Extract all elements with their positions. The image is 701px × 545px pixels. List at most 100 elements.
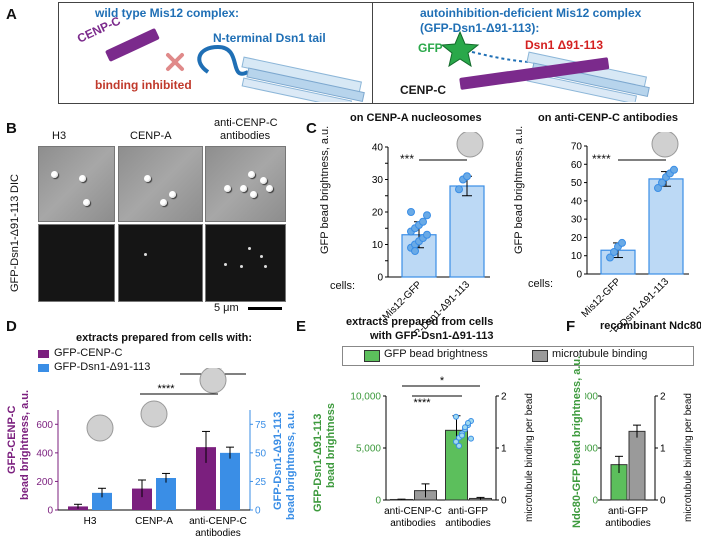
bar-cenpc	[196, 447, 216, 510]
panel-a-tail-label: N-terminal Dsn1 tail	[213, 31, 326, 45]
data-point	[658, 178, 666, 187]
data-point	[670, 165, 678, 174]
x-tick-label: anti-CENP-C	[189, 516, 247, 527]
panel-c-title-right: on anti-CENP-C antibodies	[538, 112, 678, 124]
binding-inhibited-x-icon	[166, 53, 184, 71]
panel-b-col-anticenpc-2: antibodies	[220, 130, 271, 142]
legend-swatch-dsn1	[38, 364, 49, 372]
panel-d-ylabel-left-1: GFP-CENP-C	[6, 405, 18, 474]
chart-e: 05,00010,000012anti-CENP-Cantibodiesanti…	[350, 375, 507, 529]
panel-c-sig-right: ****	[592, 152, 611, 166]
legend-label-mt: microtubule binding	[552, 348, 648, 360]
panel-label-a: A	[6, 6, 17, 23]
y-tick-label: 30	[571, 215, 583, 226]
y-tick-label-right: 1	[660, 444, 666, 455]
y-tick-label: 10	[571, 251, 583, 262]
bead-icon	[86, 414, 114, 442]
y-tick-label: 30	[372, 175, 384, 186]
bar-dsn1	[156, 478, 176, 510]
y-tick-label-right: 0	[660, 496, 666, 507]
legend-label-cenpc: GFP-CENP-C	[54, 347, 123, 359]
data-point	[456, 442, 462, 449]
legend-swatch-cenpc	[38, 350, 49, 358]
panel-a-box	[58, 2, 694, 104]
panel-e-title-1: extracts prepared from cells	[346, 316, 494, 328]
micrograph-gfp-cenpa	[118, 224, 203, 302]
legend-swatch-mt	[532, 350, 548, 362]
y-tick-label-right: 2	[501, 392, 507, 403]
y-tick-label: 60	[571, 160, 583, 171]
panel-e-title-2: with GFP-Dsn1-Δ91-113	[370, 330, 494, 342]
data-point	[423, 211, 431, 220]
y-tick-label-right: 0	[255, 506, 261, 517]
panel-d-title: extracts prepared from cells with:	[76, 332, 253, 344]
y-tick-label-left: 200	[36, 477, 53, 488]
bar	[449, 185, 485, 278]
y-tick-label-left: 400	[36, 448, 53, 459]
cenpc-rod-left	[105, 28, 160, 62]
y-tick-label-left: 5,000	[356, 444, 381, 455]
y-tick-label: 0	[576, 270, 582, 281]
y-tick-label-left: 600	[36, 420, 53, 431]
micrograph-gfp-anticenpc	[205, 224, 286, 302]
data-point	[411, 247, 419, 255]
significance-label-1: *	[440, 375, 445, 387]
y-tick-label-left: 0	[375, 496, 381, 507]
data-point	[610, 248, 618, 257]
data-point	[419, 217, 427, 226]
bar-cenpc	[132, 488, 152, 510]
data-point	[453, 413, 459, 420]
data-point	[465, 420, 471, 427]
panel-a-cenpc-right-label: CENP-C	[400, 83, 447, 97]
x-tick-label: antibodies	[390, 518, 436, 529]
panel-f-ylabel-left: Ndc80-GFP bead brightness, a.u.	[571, 355, 583, 528]
mis12-complex-left	[197, 44, 365, 102]
data-point	[462, 424, 468, 431]
legend-swatch-gfp	[364, 350, 380, 362]
x-tick-label: antibodies	[445, 518, 491, 529]
bar-dsn1	[92, 492, 112, 510]
panel-f-title: recombinant Ndc80	[600, 320, 701, 332]
micrograph-gfp-h3	[38, 224, 115, 302]
scale-bar	[248, 307, 282, 310]
panel-b-col-anticenpc-1: anti-CENP-C	[214, 117, 278, 129]
panel-e-legend-box	[342, 346, 694, 366]
panel-a-divider	[372, 2, 373, 104]
data-point	[654, 184, 662, 193]
y-tick-label: 10	[372, 240, 384, 251]
data-point	[423, 230, 431, 239]
data-point	[407, 208, 415, 216]
panel-label-c: C	[306, 120, 317, 137]
y-tick-label: 40	[372, 143, 384, 154]
panel-b-col-h3: H3	[52, 130, 67, 142]
y-tick-label-right: 75	[255, 420, 267, 431]
bead-icon	[199, 368, 227, 394]
y-tick-label: 20	[571, 233, 583, 244]
scale-bar-label: 5 μm	[214, 302, 239, 314]
panel-a-diagram	[105, 28, 650, 102]
y-tick-label-left: 5,000	[585, 444, 598, 455]
panel-d-ylabel-right-2: bead brightness, a.u.	[285, 409, 297, 520]
x-tick-label: H3	[84, 516, 97, 527]
bar	[648, 178, 684, 275]
gfp-star-icon	[440, 30, 480, 68]
data-point	[463, 172, 471, 181]
bead-icon	[456, 132, 484, 158]
y-tick-label-right: 1	[501, 444, 507, 455]
y-tick-label-right: 0	[501, 496, 507, 507]
panel-c-title-left: on CENP-A nucleosomes	[350, 112, 482, 124]
panel-e-ylabel-left-1: GFP-Dsn1-Δ91-113	[312, 413, 324, 512]
bead-icon	[140, 400, 168, 428]
cenpc-rod-right	[459, 57, 610, 90]
panel-a-right-title-1: autoinhibition-deficient Mis12 complex	[420, 6, 642, 20]
panel-a-gfp-label: GFP	[418, 41, 443, 55]
y-tick-label: 20	[372, 208, 384, 219]
panel-c-cells-left: cells:	[330, 280, 356, 292]
bar-microtubule	[628, 430, 646, 501]
panel-label-b: B	[6, 120, 17, 137]
data-point	[606, 253, 614, 262]
panel-c-sig-left: ***	[400, 152, 415, 166]
micrograph-dic-cenpa	[118, 146, 203, 222]
significance-label-2: ****	[413, 397, 431, 409]
